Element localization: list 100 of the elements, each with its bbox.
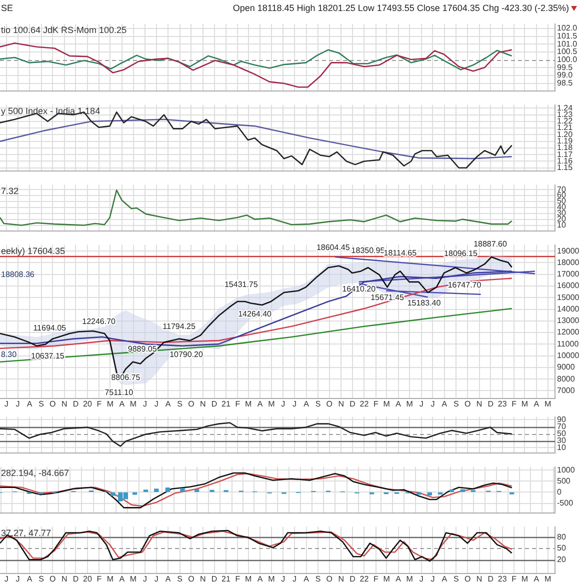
x-tick-label: O [50, 399, 56, 408]
y-tick-label: 17000 [557, 270, 580, 279]
x-tick-label: D [350, 574, 356, 584]
y-tick-label: 10 [557, 220, 566, 230]
y-tick-label: 100.5 [557, 47, 578, 56]
annotation: 7511.10 [104, 388, 134, 397]
x-tick-label: F [373, 399, 378, 408]
x-tick-label: S [454, 574, 459, 584]
x-tick-label: M [406, 399, 414, 408]
y-tick-label: 50 [557, 544, 566, 553]
chart-title: 282.194, -84.667 [1, 468, 70, 478]
x-tick-label: N [61, 574, 68, 584]
x-tick-label: O [326, 574, 332, 584]
x-tick-label: A [257, 574, 264, 584]
x-tick-label: S [177, 399, 182, 408]
x-tick-label: S [454, 399, 459, 408]
x-tick-label: M [383, 574, 390, 584]
x-tick-label: N [476, 574, 482, 584]
annotation: 15671.45 [370, 293, 405, 302]
x-tick-label: A [442, 574, 448, 584]
annotation: 14264.40 [238, 309, 272, 318]
x-tick-label: J [419, 399, 424, 408]
y-tick-label: 13000 [557, 316, 580, 326]
text: SE [1, 2, 14, 15]
annotation: 9889.05 [128, 344, 158, 354]
x-tick-label: O [188, 399, 194, 408]
x-tick-label: M [106, 399, 114, 408]
x-tick-label: N [200, 574, 206, 584]
annotation: 18808.36 [1, 270, 35, 280]
x-tick-label: D [350, 399, 356, 408]
x-tick-label: M [406, 574, 414, 584]
y-tick-label: 99.5 [557, 62, 574, 72]
annotation: 8.30 [1, 350, 18, 360]
y-tick-label: 10000 [557, 351, 580, 360]
x-tick-label: D [211, 574, 218, 584]
y-tick-label: 1.21 [557, 123, 574, 132]
x-tick-label: S [177, 574, 182, 584]
x-tick-label: J [4, 574, 8, 584]
annotation: 18604.45 [316, 242, 350, 252]
x-tick-label: J [154, 574, 158, 584]
y-tick-label: 8000 [557, 374, 576, 384]
x-tick-label: J [292, 399, 297, 408]
x-tick-label: F [512, 399, 517, 408]
x-tick-label: J [281, 399, 286, 408]
y-tick-label: 100.0 [557, 55, 578, 64]
y-tick-label: 7000 [557, 386, 576, 395]
x-tick-label: 20 [83, 399, 92, 408]
x-tick-label: M [245, 399, 252, 408]
chart-title: 37.27, 47.77 [1, 528, 52, 538]
y-tick-label: 1.22 [557, 116, 574, 126]
y-tick-label: 90 [557, 414, 566, 424]
x-tick-label: A [442, 399, 448, 408]
chart-title: eekly) 17604.35 [1, 246, 66, 256]
x-tick-label: 20 [83, 574, 92, 584]
x-tick-label: F [96, 399, 102, 408]
x-tick-label: O [464, 574, 471, 584]
x-tick-label: 22 [360, 574, 370, 584]
x-tick-label: M [383, 399, 390, 408]
x-tick-label: F [512, 574, 517, 584]
y-tick-label: 1.15 [557, 163, 574, 172]
y-tick-label: 1000 [557, 465, 576, 474]
annotation: 10790.20 [170, 350, 204, 359]
annotation: 18350.95 [351, 246, 386, 255]
y-tick-label: 98.5 [557, 78, 574, 88]
x-tick-label: J [430, 574, 435, 584]
x-tick-label: A [26, 574, 33, 584]
x-tick-label: 21 [222, 399, 232, 408]
y-tick-label: 20 [557, 554, 566, 564]
y-tick-label: -500 [557, 498, 574, 508]
y-tick-label: 1.23 [557, 110, 574, 119]
y-tick-label: 1.24 [557, 103, 574, 112]
x-tick-label: A [119, 399, 126, 408]
y-tick-label: 70 [557, 422, 566, 431]
y-tick-label: 9000 [557, 362, 576, 372]
x-tick-label: A [304, 574, 310, 584]
x-tick-label: D [72, 574, 79, 584]
x-tick-label: D [488, 574, 494, 584]
x-tick-label: M [521, 574, 528, 584]
x-tick-label: A [396, 574, 402, 584]
annotation: 15183.40 [407, 298, 442, 308]
x-tick-label: M [268, 399, 276, 408]
x-tick-label: N [338, 574, 344, 584]
x-tick-label: 21 [222, 574, 232, 584]
chart-title: tio 100.64 JdK RS-Mom 100.25 [1, 24, 127, 35]
annotation: 18096.15 [444, 248, 478, 258]
y-tick-label: 50 [557, 428, 566, 438]
x-tick-label: A [165, 574, 172, 584]
y-tick-label: 1.17 [557, 150, 574, 159]
x-tick-label: J [419, 574, 424, 584]
x-tick-label: J [142, 574, 147, 584]
y-tick-label: 15000 [557, 292, 580, 302]
annotation: 11694.05 [33, 323, 67, 332]
x-tick-label: O [326, 399, 332, 408]
chart-subtitle: Open 18118.45 High 18201.25 Low 17493.55 Close 17604.35 Chg -423.30 (-2.35%) [232, 3, 569, 13]
y-tick-label: 14000 [557, 304, 580, 314]
y-tick-label: 102.0 [557, 24, 578, 33]
x-tick-label: N [61, 399, 68, 408]
x-tick-label: 22 [360, 399, 370, 408]
x-tick-label: J [292, 574, 297, 584]
x-tick-label: J [16, 574, 20, 584]
